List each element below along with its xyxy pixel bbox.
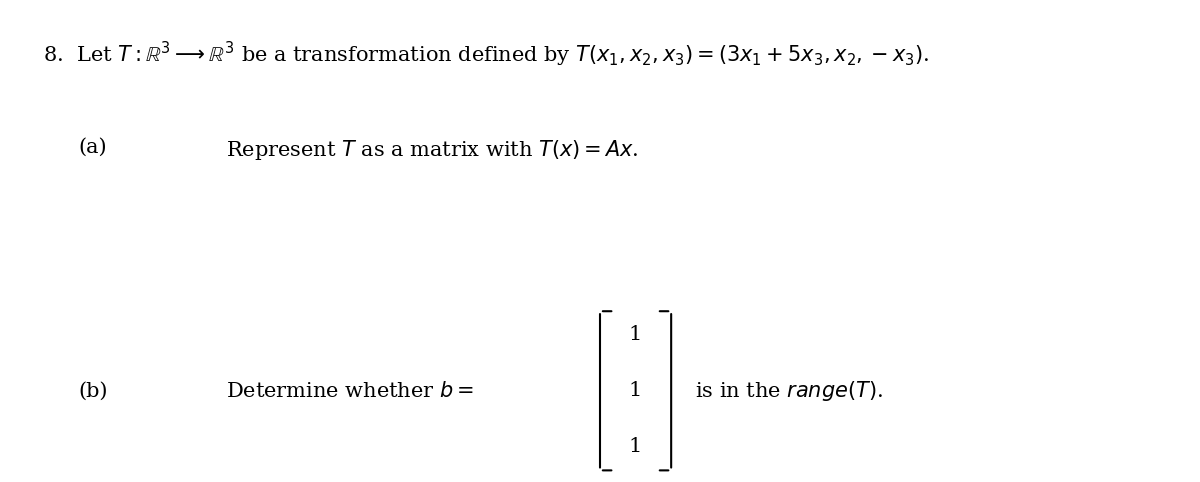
- Text: Represent $T$ as a matrix with $T(x) = Ax$.: Represent $T$ as a matrix with $T(x) = A…: [227, 138, 640, 162]
- Text: is in the $\mathit{range}(T)$.: is in the $\mathit{range}(T)$.: [695, 379, 883, 403]
- Text: 1: 1: [629, 325, 642, 344]
- Text: Determine whether $b = $: Determine whether $b = $: [227, 381, 474, 401]
- Text: (b): (b): [78, 381, 108, 400]
- Text: 1: 1: [629, 381, 642, 400]
- Text: 8.  Let $T : \mathbb{R}^3 \longrightarrow \mathbb{R}^3$ be a transformation defi: 8. Let $T : \mathbb{R}^3 \longrightarrow…: [42, 40, 929, 69]
- Text: (a): (a): [78, 138, 107, 157]
- Text: 1: 1: [629, 438, 642, 456]
